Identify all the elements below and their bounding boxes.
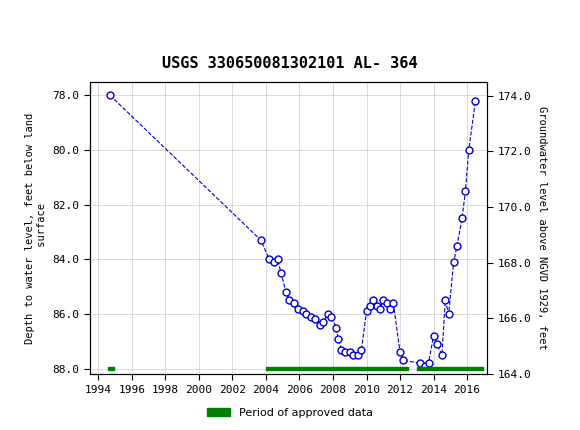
Y-axis label: Groundwater level above NGVD 1929, feet: Groundwater level above NGVD 1929, feet [537,106,547,350]
Y-axis label: Depth to water level, feet below land
 surface: Depth to water level, feet below land su… [26,112,47,344]
Legend: Period of approved data: Period of approved data [203,403,377,422]
Text: ▒USGS: ▒USGS [12,15,70,37]
Text: USGS 330650081302101 AL- 364: USGS 330650081302101 AL- 364 [162,56,418,71]
